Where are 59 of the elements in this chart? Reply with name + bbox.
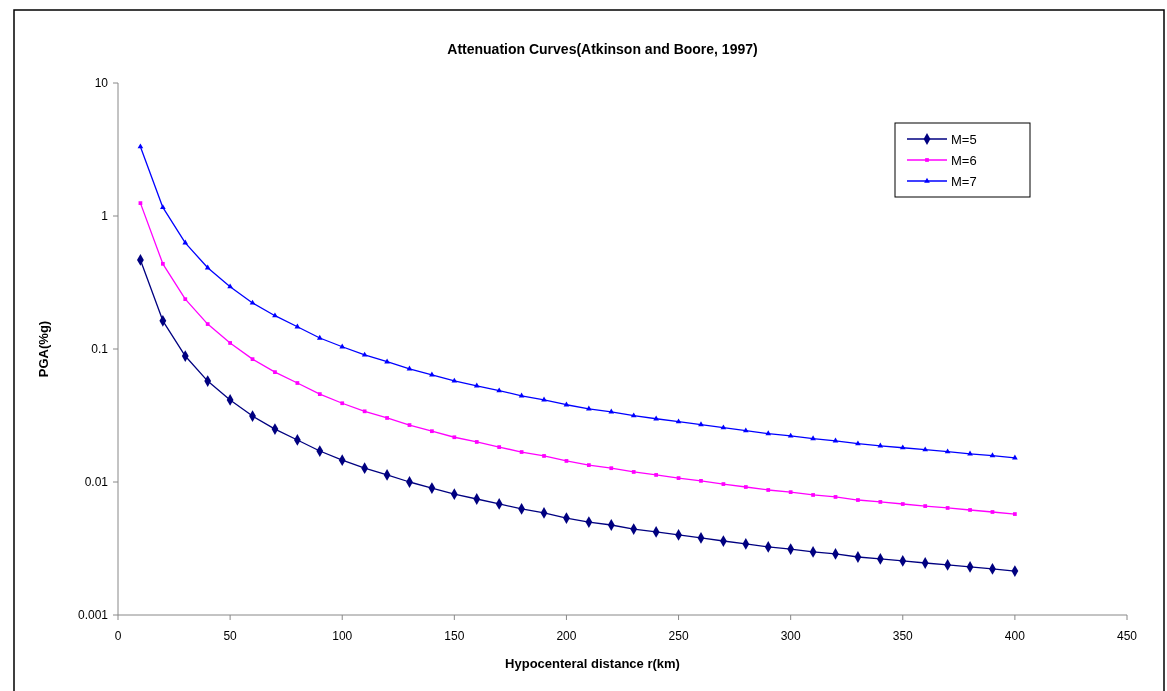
x-tick-label: 0: [114, 629, 122, 643]
y-tick-label: 1: [101, 209, 109, 223]
x-tick-label: 350: [892, 629, 914, 643]
point: [609, 466, 614, 471]
point: [811, 493, 815, 497]
point: [654, 473, 658, 477]
x-axis-title: Hypocenteral distance r(km): [505, 656, 680, 671]
point: [160, 261, 165, 266]
point: [587, 463, 591, 467]
point: [766, 488, 771, 492]
point: [340, 401, 345, 406]
point: [361, 351, 368, 357]
y-tick-label: 10: [94, 76, 109, 90]
y-tick-label: 0.1: [91, 342, 109, 356]
point: [317, 392, 322, 396]
x-tick-label: 400: [1004, 629, 1026, 643]
point: [474, 440, 479, 444]
point: [968, 508, 972, 512]
legend-label: M=6: [951, 153, 977, 168]
point: [497, 445, 502, 449]
point: [451, 377, 458, 383]
point: [699, 478, 703, 483]
point: [878, 500, 883, 504]
x-tick-label: 50: [223, 629, 238, 643]
point: [316, 334, 323, 340]
point: [249, 299, 256, 305]
y-axis-title: PGA(%g): [36, 320, 51, 378]
point: [900, 502, 905, 506]
x-tick-label: 450: [1116, 629, 1138, 643]
point: [160, 204, 166, 210]
chart-title: Attenuation Curves(Atkinson and Boore, 1997): [447, 41, 758, 57]
x-tick-label: 100: [332, 629, 353, 643]
point: [452, 435, 457, 440]
legend-label: M=7: [951, 174, 977, 189]
x-tick-label: 250: [668, 629, 689, 643]
y-tick-label: 0.001: [77, 608, 109, 622]
point: [631, 470, 636, 474]
point: [923, 504, 928, 508]
point: [989, 452, 996, 458]
point: [429, 371, 435, 377]
point: [542, 454, 546, 458]
point: [228, 341, 232, 345]
point: [1013, 512, 1017, 516]
point: [205, 322, 210, 326]
x-tick-label: 200: [556, 629, 577, 643]
point: [856, 498, 860, 502]
point: [788, 490, 793, 495]
point: [182, 239, 189, 245]
point: [385, 416, 389, 420]
x-tick-label: 150: [444, 629, 465, 643]
point: [743, 485, 748, 489]
point: [362, 409, 367, 414]
y-tick-label: 0.01: [84, 475, 109, 489]
x-tick-label: 300: [780, 629, 801, 643]
point: [273, 370, 277, 374]
legend-label: M=5: [951, 132, 977, 147]
point: [430, 429, 434, 434]
point: [183, 297, 188, 302]
point: [787, 432, 794, 438]
